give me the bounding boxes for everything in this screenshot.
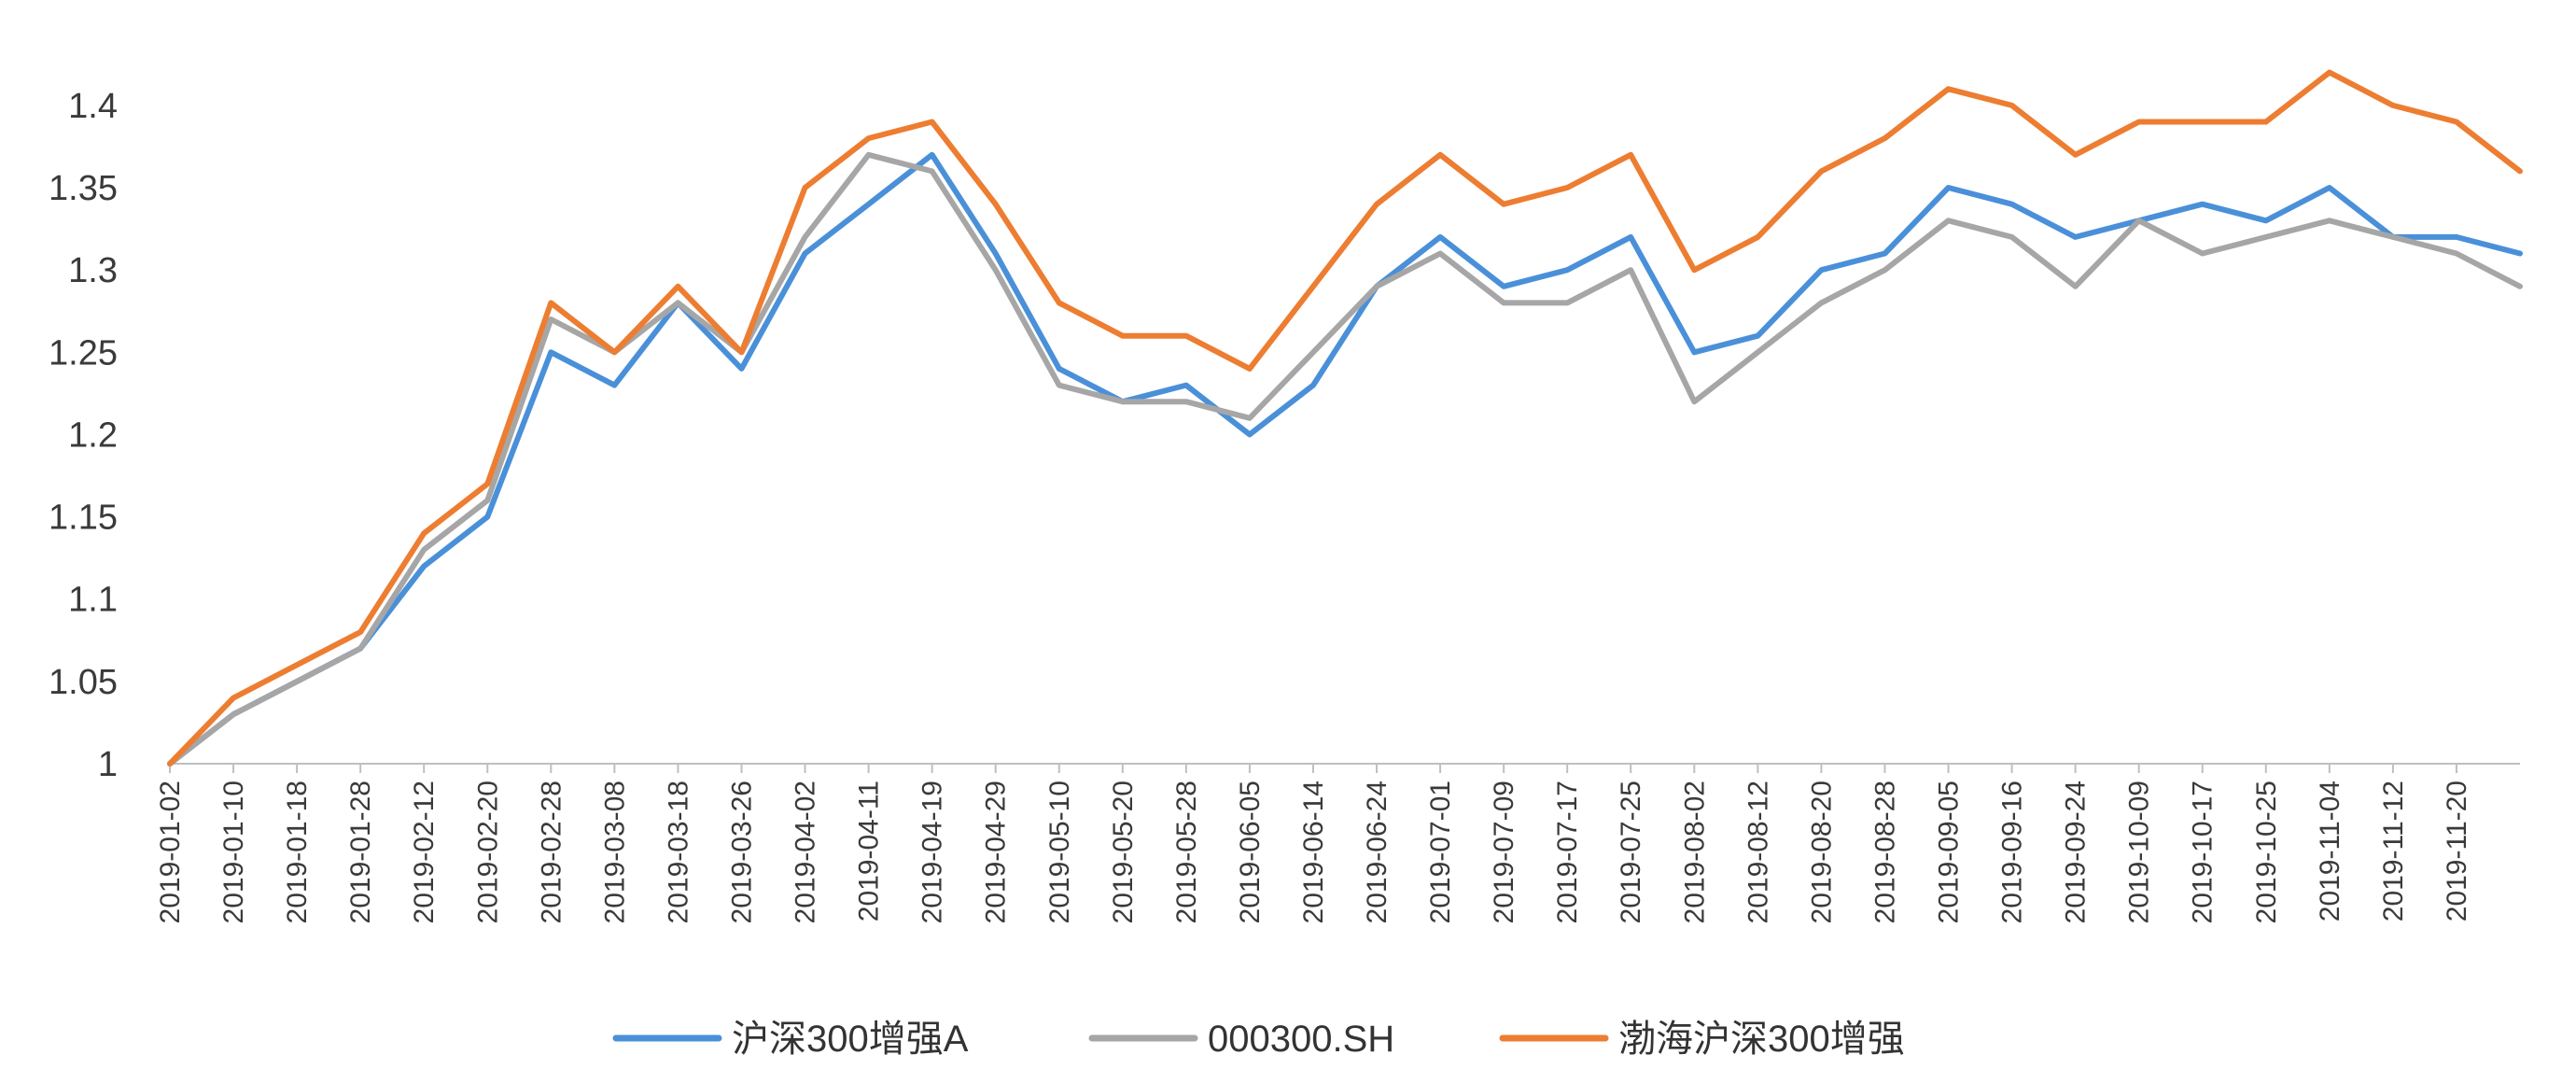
legend: 沪深300增强A 000300.SH 渤海沪深300增强 <box>612 1019 1905 1060</box>
x-tick-label: 2019-04-11 <box>854 781 885 921</box>
y-tick-label: 1.25 <box>49 333 118 373</box>
x-tick-label: 2019-03-08 <box>599 781 630 923</box>
y-tick-label: 1.3 <box>68 251 118 290</box>
series-line-2 <box>167 69 2523 767</box>
x-tick-label: 2019-05-20 <box>1108 781 1139 923</box>
x-tick-label: 2019-10-25 <box>2251 781 2282 923</box>
x-tick-label: 2019-11-20 <box>2442 781 2472 921</box>
x-tick-label: 2019-01-18 <box>282 781 313 923</box>
x-tick-label: 2019-08-20 <box>1806 781 1837 923</box>
y-tick-label: 1.15 <box>49 499 118 538</box>
y-axis: 1 1.05 1.1 1.15 1.2 1.25 1.3 1.35 1.4 <box>49 87 118 784</box>
y-tick-label: 1.1 <box>68 581 118 620</box>
x-tick-label: 2019-10-17 <box>2188 781 2219 923</box>
x-tick-label: 2019-03-26 <box>726 781 757 923</box>
x-tick-label: 2019-06-14 <box>1298 781 1329 923</box>
x-tick-label: 2019-07-09 <box>1489 781 1519 923</box>
x-tick-label: 2019-08-02 <box>1679 781 1710 923</box>
y-tick-label: 1.2 <box>68 415 118 455</box>
x-tick-label: 2019-08-28 <box>1869 781 1900 923</box>
y-tick-label: 1 <box>98 745 118 784</box>
series-line-1 <box>167 151 2523 767</box>
x-tick-label: 2019-05-28 <box>1171 781 1202 923</box>
x-tick-label: 2019-07-25 <box>1616 781 1646 923</box>
x-tick-label: 2019-07-17 <box>1552 781 1583 923</box>
x-tick-label: 2019-08-12 <box>1743 781 1773 923</box>
x-tick-label: 2019-09-05 <box>1934 781 1965 923</box>
x-tick-label: 2019-04-02 <box>791 781 821 923</box>
x-tick-label: 2019-06-05 <box>1235 781 1266 923</box>
series-lines <box>167 69 2523 767</box>
x-tick-label: 2019-02-20 <box>472 781 503 923</box>
x-tick-label: 2019-11-04 <box>2315 781 2345 921</box>
x-tick-label: 2019-03-18 <box>663 781 693 923</box>
x-tick-label: 2019-04-29 <box>981 781 1012 923</box>
x-tick-label: 2019-09-16 <box>1997 781 2028 923</box>
x-tick-label: 2019-06-24 <box>1362 781 1393 923</box>
y-tick-label: 1.35 <box>49 169 118 208</box>
legend-label: 沪深300增强A <box>732 1019 969 1060</box>
x-tick-label: 2019-07-01 <box>1425 781 1456 923</box>
x-tick-label: 2019-05-10 <box>1044 781 1075 923</box>
x-tick-label: 2019-09-24 <box>2061 781 2092 923</box>
x-tick-label: 2019-11-12 <box>2378 781 2409 921</box>
x-tick-label: 2019-02-28 <box>536 781 567 923</box>
x-tick-label: 2019-01-10 <box>218 781 249 923</box>
x-tick-label: 2019-04-19 <box>917 781 948 923</box>
series-line-0 <box>167 151 2523 767</box>
x-axis: 2019-01-02 2019-01-10 2019-01-18 2019-01-28… <box>155 763 2520 923</box>
x-tick-label: 2019-02-12 <box>409 781 440 923</box>
x-tick-label: 2019-01-02 <box>155 781 186 923</box>
x-tick-label: 2019-01-28 <box>345 781 376 923</box>
legend-label: 渤海沪深300增强 <box>1618 1019 1905 1060</box>
legend-label: 000300.SH <box>1208 1019 1394 1060</box>
x-tick-label: 2019-10-09 <box>2124 781 2155 923</box>
y-tick-label: 1.4 <box>68 87 118 126</box>
y-tick-label: 1.05 <box>49 663 118 702</box>
